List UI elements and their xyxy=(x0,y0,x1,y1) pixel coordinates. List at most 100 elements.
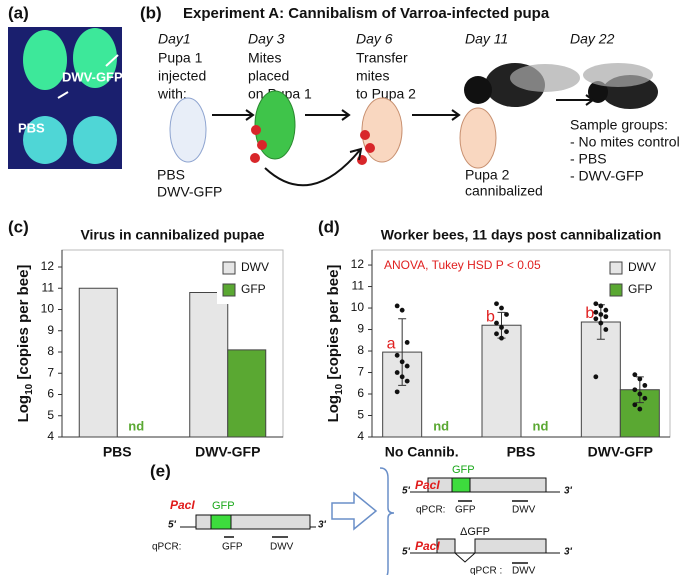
data-point xyxy=(404,363,410,369)
pupa xyxy=(459,107,497,169)
product xyxy=(410,477,560,502)
data-point xyxy=(632,402,638,408)
data-point xyxy=(598,320,604,326)
data-point xyxy=(593,374,599,380)
construct xyxy=(180,514,316,538)
day: Day1 xyxy=(158,31,191,47)
data-point xyxy=(637,406,643,412)
data-point xyxy=(603,307,609,313)
enzyme: PacI xyxy=(415,539,440,553)
pupa xyxy=(169,97,207,163)
legend-swatch xyxy=(222,261,236,275)
bracket xyxy=(379,467,395,575)
day: Day 6 xyxy=(356,31,393,47)
data-point xyxy=(499,335,504,341)
bar xyxy=(189,292,229,438)
end: 5' xyxy=(402,486,411,497)
y-tick-label: 11 xyxy=(352,279,365,293)
photo-label: DWV-GFP xyxy=(62,69,123,84)
pupa xyxy=(23,116,67,164)
value-label: nd xyxy=(533,418,549,433)
y-axis-label-part: Log xyxy=(325,395,342,423)
insert: GFP xyxy=(452,464,475,476)
pupa-label: Pupa 2 xyxy=(465,167,510,183)
injection: DWV-GFP xyxy=(157,184,222,200)
panel-title: Experiment A: Cannibalism of Varroa-infe… xyxy=(183,5,550,22)
y-tick-label: 7 xyxy=(357,365,364,379)
y-tick-label: 8 xyxy=(47,344,54,358)
panel-label: (b) xyxy=(140,3,162,22)
injection: PBS xyxy=(157,167,185,183)
step-text: placed xyxy=(248,68,289,84)
bee xyxy=(583,63,658,109)
value-label: nd xyxy=(433,418,449,433)
y-axis-label-part: [copies per bee] xyxy=(15,265,32,384)
data-point xyxy=(499,324,504,330)
data-point xyxy=(504,329,509,335)
enzyme: PacI xyxy=(415,478,440,492)
end: 5' xyxy=(402,547,411,558)
data-point xyxy=(399,359,405,365)
arrow xyxy=(57,91,69,99)
groups: Sample groups: xyxy=(570,117,668,133)
data-point xyxy=(394,389,400,395)
data-point xyxy=(394,352,400,358)
groups: - DWV-GFP xyxy=(570,168,644,184)
primer: DWV xyxy=(512,566,536,575)
y-tick-label: 10 xyxy=(351,300,365,314)
primer: GFP xyxy=(222,542,243,553)
data-point xyxy=(499,305,504,311)
data-point xyxy=(394,303,400,309)
y-axis-label-part: 10 xyxy=(24,383,35,395)
data-point xyxy=(637,376,643,382)
y-tick-label: 6 xyxy=(47,387,54,401)
y-axis-label-part: 10 xyxy=(334,383,345,395)
x-tick-label: PBS xyxy=(103,444,132,460)
panel-label: (a) xyxy=(8,3,29,22)
y-axis-label: Log10 [copies per bee] xyxy=(325,265,345,423)
photo-label: PBS xyxy=(18,120,45,135)
legend-label: GFP xyxy=(628,282,653,296)
arrow xyxy=(105,54,119,67)
data-point xyxy=(504,312,509,317)
groups: - No mites control xyxy=(570,134,680,150)
panel-label: (c) xyxy=(8,217,29,236)
y-tick-label: 11 xyxy=(42,280,55,294)
qpcr: qPCR : xyxy=(470,566,502,575)
y-tick-label: 4 xyxy=(357,429,364,443)
y-tick-label: 5 xyxy=(47,408,54,422)
data-point xyxy=(593,309,599,315)
data-point xyxy=(394,370,400,375)
chart-title: Virus in cannibalized pupae xyxy=(80,227,264,243)
data-point xyxy=(603,314,609,320)
end: 3' xyxy=(564,547,573,558)
data-point xyxy=(632,372,638,378)
data-point xyxy=(593,316,599,322)
significance-letter: a xyxy=(387,335,396,352)
y-tick-label: 7 xyxy=(47,365,54,379)
bee xyxy=(464,63,580,107)
legend-label: DWV xyxy=(628,260,656,274)
data-point xyxy=(598,303,604,309)
significance-letter: b xyxy=(585,305,594,322)
y-tick-label: 12 xyxy=(351,257,365,271)
groups: - PBS xyxy=(570,151,607,167)
legend-swatch xyxy=(222,283,236,297)
day: Day 3 xyxy=(248,31,285,47)
bar xyxy=(78,287,118,438)
mites xyxy=(250,125,375,165)
day: Day 22 xyxy=(570,31,615,47)
product xyxy=(410,538,560,564)
arrows xyxy=(212,94,595,187)
x-tick-label: DWV-GFP xyxy=(195,444,260,460)
y-tick-label: 8 xyxy=(357,343,364,357)
step-text: injected xyxy=(158,68,206,84)
data-point xyxy=(632,387,638,393)
bar xyxy=(481,324,522,438)
panel-label: (e) xyxy=(150,461,171,480)
primer: DWV xyxy=(270,542,294,553)
legend-swatch xyxy=(609,283,623,297)
value-label: nd xyxy=(128,418,144,433)
